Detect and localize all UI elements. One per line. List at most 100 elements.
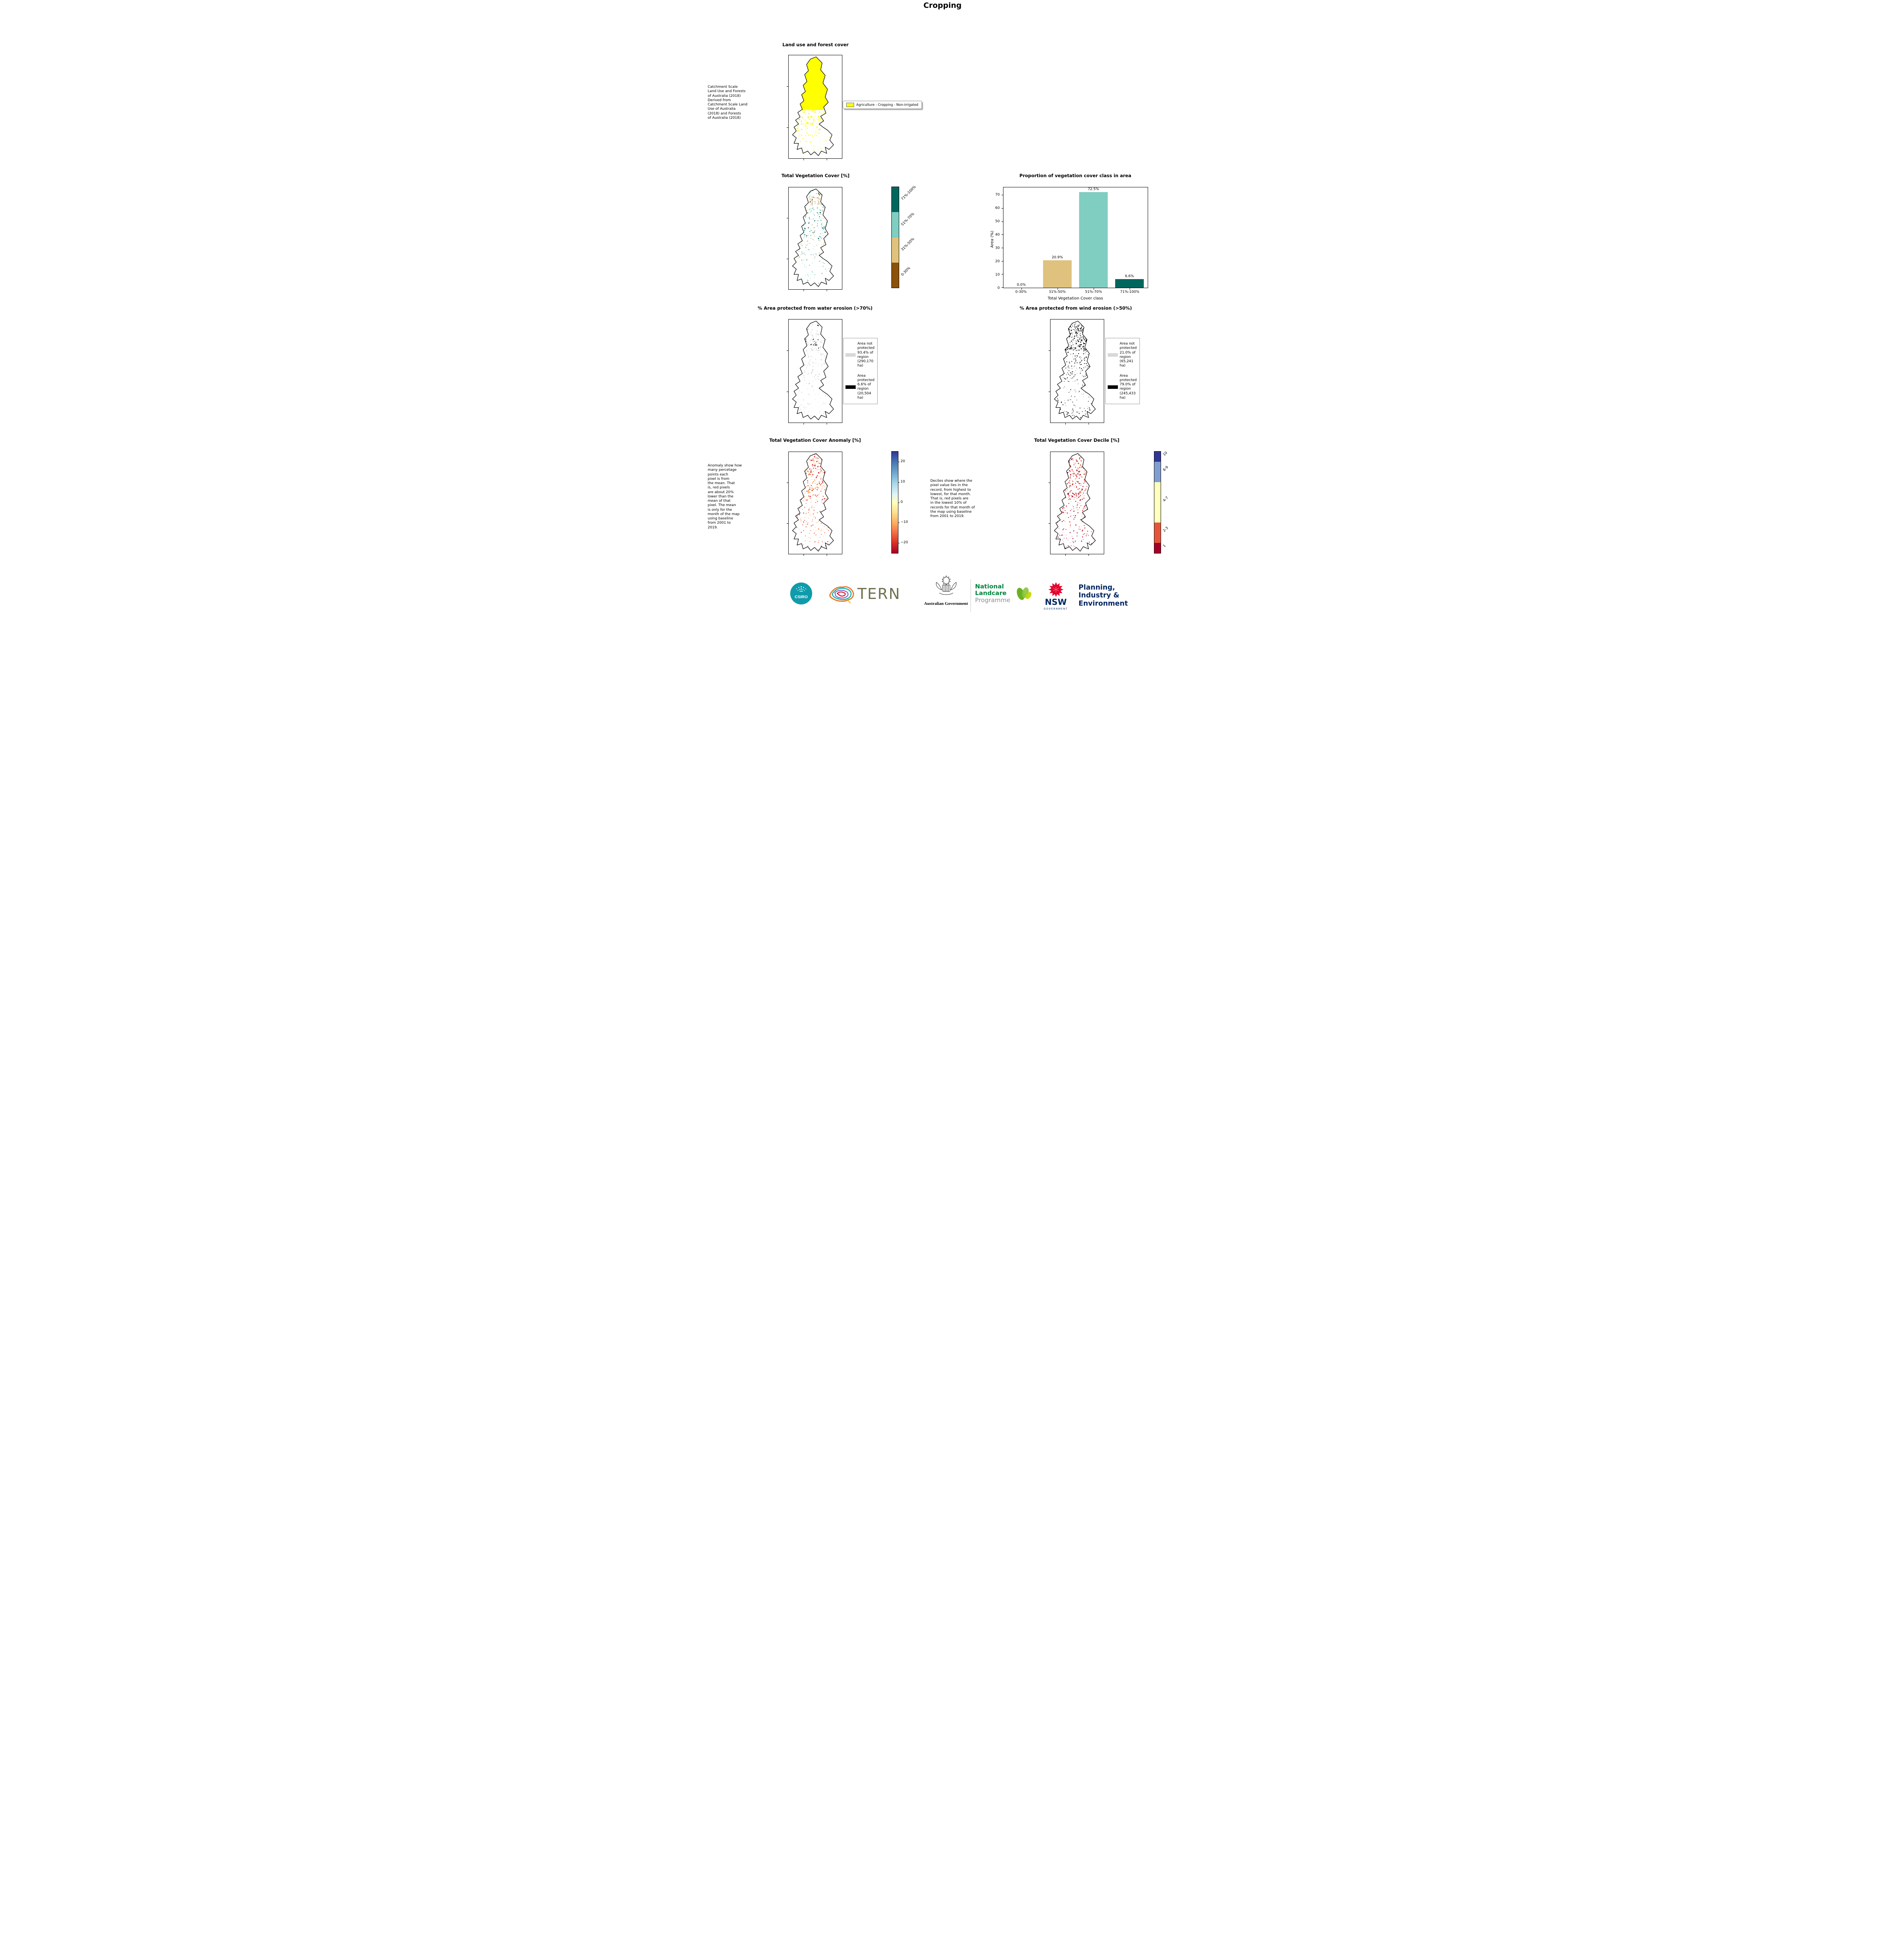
y-tick-label: 40 [983,233,1000,237]
chart-x-axis: 0-30% 31%-50% 51%-70% 71%-100% [1003,290,1148,295]
tvc-colorbar-label: 0-30% [900,266,911,277]
water-erosion-map [788,319,842,423]
tern-logo: TERN [825,583,901,605]
catchment-outline [1054,454,1095,551]
y-tick [1001,287,1003,288]
anomaly-tick-label: 10 [901,480,905,484]
landcare-line: Landcare [975,590,1011,597]
map-speckles [789,57,842,155]
area-protected-swatch [845,385,856,389]
dpie-line: Environment [1079,600,1128,608]
landcare-wordmark: National Landcare Programme [975,583,1011,604]
anomaly-map-svg [789,452,842,554]
x-tick-label: 51%-70% [1076,290,1112,294]
tvc-colorbar: 71%-100% 51%-70% 31%-50% 0-30% [891,187,899,288]
csiro-wordmark: CSIRO [795,595,807,599]
area-protected-swatch [1108,385,1118,389]
map-speckles [791,323,840,420]
nsw-wordmark: NSW [1041,598,1071,606]
tern-australia-icon [825,583,857,605]
decile-colorbar-label: 8-9 [1162,465,1169,472]
landuse-title: Land use and forest cover [749,42,882,47]
anomaly-map [788,452,842,554]
area-not-protected-swatch [1108,353,1118,357]
y-tick-label: 10 [983,273,1000,277]
catchment-outline [792,189,833,287]
tvc-map [788,187,842,290]
tvc-colorbar-seg [892,263,899,288]
landuse-map [788,55,842,159]
anomaly-tick [898,482,900,483]
nsw-government-logo: NSW GOVERNMENT [1041,582,1071,610]
x-tick-label: 0-30% [1003,290,1040,294]
tvc-colorbar-seg [892,187,899,212]
y-tick-label: 0 [983,286,1000,290]
anomaly-colorbar: 20 10 0 −10 −20 [891,451,898,554]
map-speckles [791,189,840,287]
page-title: Cropping [707,1,1178,10]
map-speckles [1053,454,1103,552]
decile-colorbar-seg [1154,452,1161,462]
tvc-title: Total Vegetation Cover [%] [749,173,882,178]
tvc-colorbar-label: 71%-100% [900,185,917,201]
decile-colorbar-label: 4-7 [1162,496,1169,503]
x-tick-label: 71%-100% [1112,290,1148,294]
landuse-legend: Agriculture - Cropping - Non-irrigated [843,101,922,109]
bar-71%-100% [1115,279,1144,288]
water-erosion-map-svg [789,319,842,423]
water-erosion-legend: Area not protected 93.4% of region (290,… [843,338,878,404]
tvc-colorbar-label: 51%-70% [900,212,915,227]
bar-value-label: 72.5% [1076,187,1112,191]
map-speckles [1053,323,1102,420]
nsw-government-label: GOVERNMENT [1041,607,1071,610]
bar-value-label: 20.9% [1040,256,1076,260]
decile-colorbar-label: 2-3 [1162,526,1169,533]
cropping-legend-label: Agriculture - Cropping - Non-irrigated [856,103,918,107]
decile-colorbar-seg [1154,482,1161,523]
area-not-protected-swatch [845,353,856,357]
y-tick-label: 60 [983,206,1000,210]
area-not-protected-label: Area not protected 93.4% of region (290,… [858,342,875,368]
decile-colorbar-seg [1154,543,1161,553]
y-tick [1001,234,1003,235]
legend-entry: Area not protected 93.4% of region (290,… [845,342,875,368]
decile-map [1050,452,1104,554]
australian-government-wordmark: Australian Government [917,601,976,606]
decile-colorbar: 10 8-9 4-7 2-3 1 [1154,451,1161,554]
anomaly-tick-label: −10 [901,520,908,524]
anomaly-tick-label: −20 [901,541,908,544]
bar-31%-50% [1043,260,1072,288]
chart-x-axis-label: Total Vegetation Cover class [1003,296,1148,301]
y-tick [1001,221,1003,222]
water-erosion-title: % Area protected from water erosion (>70… [749,305,882,311]
anomaly-title: Total Vegetation Cover Anomaly [%] [749,437,882,443]
anomaly-tick-label: 20 [901,459,905,463]
legend-entry: Area not protected 21.0% of region (65,2… [1108,342,1138,368]
dpie-line: Industry & [1079,592,1128,599]
catchment-outline [792,454,833,551]
national-landcare-programme-logo: National Landcare Programme [975,583,1033,604]
proportion-chart-title: Proportion of vegetation cover class in … [1005,173,1146,178]
legend-entry: Area protected 6.6% of region (20,504 ha… [845,374,875,401]
landcare-line: Programme [975,597,1011,604]
bar-51%-70% [1079,192,1108,288]
map-speckles [791,454,840,552]
area-protected-label: Area protected 79.0% of region (245,433 … [1120,374,1138,401]
csiro-circle-icon: CSIRO [790,583,812,604]
y-tick-label: 50 [983,220,1000,223]
proportion-bar-chart: 0.0% 20.9% 72.5% 6.6% [1003,187,1148,288]
landuse-map-svg [789,55,842,158]
cropping-legend-swatch [846,103,854,107]
decile-title: Total Vegetation Cover Decile [%] [1009,437,1145,443]
decile-colorbar-label: 1 [1162,544,1167,548]
anomaly-caption: Anomaly show how many percetage points e… [708,464,750,530]
tvc-map-svg [789,187,842,289]
csiro-logo: CSIRO [790,583,812,606]
decile-colorbar-seg [1154,523,1161,543]
landcare-leaves-icon [1013,583,1033,604]
tvc-colorbar-label: 31%-50% [900,237,915,252]
dpie-line: Planning, [1079,584,1128,592]
decile-colorbar-label: 10 [1162,451,1168,457]
y-tick [1001,208,1003,209]
wind-erosion-legend: Area not protected 21.0% of region (65,2… [1105,338,1140,404]
